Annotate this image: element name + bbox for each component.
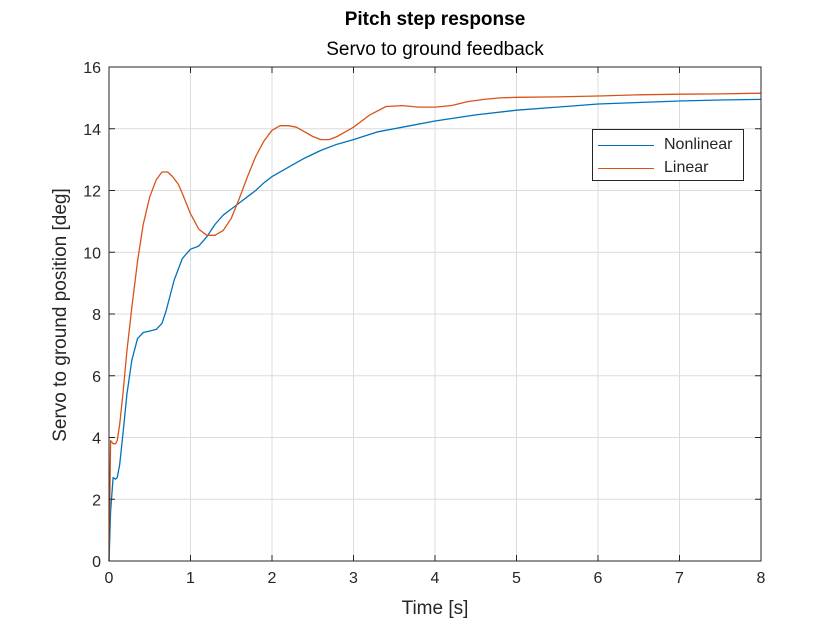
legend-label-linear: Linear xyxy=(664,159,709,176)
y-tick-label: 12 xyxy=(83,184,101,201)
y-tick-label: 6 xyxy=(92,369,101,386)
x-axis-label: Time [s] xyxy=(401,598,469,619)
series-line-nonlinear xyxy=(108,98,762,562)
series-line-linear xyxy=(108,92,762,562)
x-tick-label: 2 xyxy=(268,570,277,587)
series-group xyxy=(108,92,762,562)
chart-subtitle: Servo to ground feedback xyxy=(326,39,544,60)
legend: Nonlinear Linear xyxy=(592,129,744,181)
y-tick-label: 10 xyxy=(83,245,101,262)
legend-swatch-nonlinear xyxy=(598,144,654,146)
y-tick-label: 8 xyxy=(92,307,101,324)
x-tick-label: 1 xyxy=(186,570,195,587)
x-tick-label: 6 xyxy=(594,570,603,587)
y-tick-label: 14 xyxy=(83,122,101,139)
x-tick-label: 7 xyxy=(675,570,684,587)
legend-item-linear: Linear xyxy=(593,157,708,179)
y-tick-label: 2 xyxy=(92,492,101,509)
x-tick-label: 0 xyxy=(105,570,114,587)
chart-title: Pitch step response xyxy=(344,9,526,30)
y-tick-label: 0 xyxy=(92,554,101,571)
legend-item-nonlinear: Nonlinear xyxy=(593,134,732,156)
x-tick-label: 5 xyxy=(512,570,521,587)
legend-label-nonlinear: Nonlinear xyxy=(664,136,733,153)
x-tick-label: 8 xyxy=(757,570,766,587)
y-tick-label: 4 xyxy=(92,431,101,448)
y-tick-label: 16 xyxy=(83,60,101,77)
legend-swatch-linear xyxy=(598,167,654,169)
y-axis-label: Servo to ground position [deg] xyxy=(50,188,71,442)
x-tick-label: 4 xyxy=(431,570,440,587)
x-tick-label: 3 xyxy=(349,570,358,587)
